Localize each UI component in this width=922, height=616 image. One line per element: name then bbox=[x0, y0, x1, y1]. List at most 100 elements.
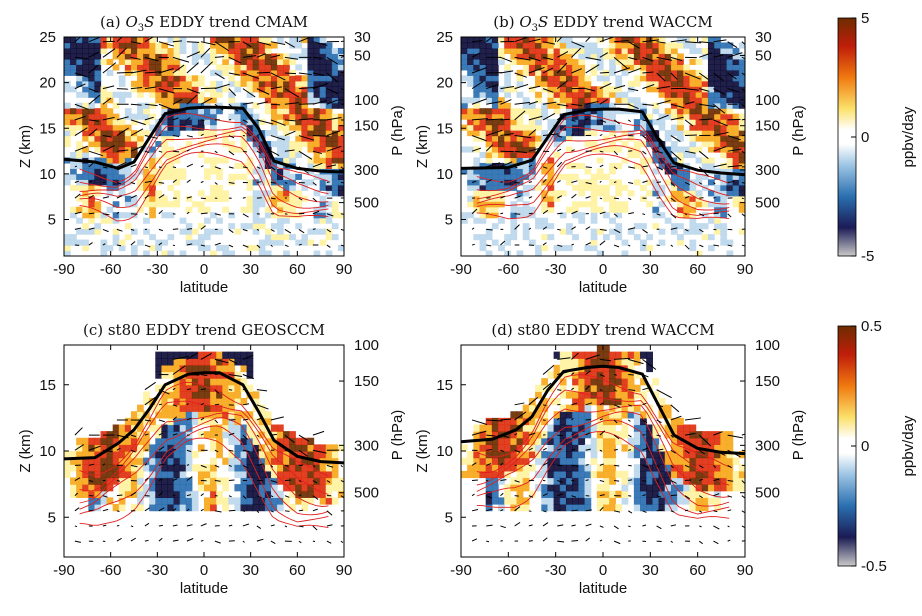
trend-cell bbox=[726, 102, 734, 109]
trend-cell bbox=[572, 477, 579, 485]
trend-cell bbox=[504, 184, 511, 191]
trend-cell bbox=[732, 484, 740, 492]
trend-cell bbox=[167, 97, 175, 104]
flux-arrow bbox=[298, 118, 314, 121]
flux-arrow bbox=[74, 540, 82, 543]
flux-arrow bbox=[557, 389, 562, 391]
x-tick-label: 90 bbox=[336, 562, 353, 579]
trend-cell bbox=[197, 91, 205, 98]
trend-cell bbox=[738, 53, 745, 60]
trend-cell bbox=[578, 451, 586, 459]
x-tick-label: 30 bbox=[242, 261, 259, 278]
trend-cell bbox=[64, 124, 71, 131]
flux-arrow bbox=[284, 88, 300, 98]
trend-cell bbox=[319, 47, 327, 55]
trend-cell bbox=[173, 64, 181, 71]
trend-cell bbox=[143, 42, 150, 49]
trend-cell bbox=[179, 444, 187, 452]
trend-cell bbox=[106, 179, 114, 186]
trend-cell bbox=[572, 490, 579, 498]
trend-cell bbox=[701, 102, 709, 109]
flux-arrow bbox=[684, 432, 696, 436]
y-tick-label: 10 bbox=[39, 166, 56, 183]
trend-cell bbox=[246, 457, 254, 465]
p-tick-label: 150 bbox=[354, 373, 379, 390]
flux-arrow bbox=[214, 449, 219, 453]
trend-cell bbox=[185, 484, 193, 492]
trend-cell bbox=[547, 168, 555, 175]
trend-cell bbox=[516, 58, 524, 65]
trend-cell bbox=[264, 417, 272, 426]
p-tick-label: 150 bbox=[755, 118, 780, 135]
trend-cell bbox=[590, 228, 598, 235]
y-tick-label: 10 bbox=[39, 443, 56, 460]
trend-cell bbox=[498, 168, 505, 175]
trend-cell bbox=[319, 64, 327, 71]
trend-cell bbox=[94, 108, 102, 115]
trend-cell bbox=[479, 162, 487, 169]
contour-line bbox=[79, 125, 329, 195]
trend-cell bbox=[510, 223, 518, 230]
flux-arrow bbox=[214, 389, 220, 394]
trend-cell bbox=[572, 91, 579, 98]
trend-cell bbox=[331, 97, 339, 104]
flux-arrow bbox=[642, 480, 647, 482]
trend-cell bbox=[689, 130, 697, 137]
trend-cell bbox=[658, 157, 666, 164]
trend-cell bbox=[578, 384, 586, 392]
trend-cell bbox=[467, 212, 474, 219]
trend-cell bbox=[726, 470, 734, 479]
trend-cell bbox=[240, 173, 248, 180]
flux-arrow bbox=[88, 509, 94, 512]
flux-arrow bbox=[514, 521, 521, 527]
trend-cell bbox=[664, 69, 672, 76]
trend-cell bbox=[615, 398, 623, 406]
trend-cell bbox=[325, 47, 333, 55]
trend-cell bbox=[621, 58, 629, 65]
trend-cell bbox=[88, 173, 96, 180]
trend-cell bbox=[603, 444, 610, 452]
trend-cell bbox=[331, 124, 339, 131]
x-tick-label: -30 bbox=[146, 261, 168, 278]
trend-cell bbox=[467, 37, 474, 44]
flux-arrow bbox=[200, 119, 205, 122]
trend-cell bbox=[179, 37, 187, 44]
trend-cell bbox=[473, 86, 481, 93]
trend-cell bbox=[498, 130, 505, 137]
trend-cell bbox=[82, 245, 89, 252]
trend-cell bbox=[479, 470, 487, 479]
flux-arrow bbox=[599, 374, 605, 377]
trend-cell bbox=[76, 173, 83, 180]
trend-cell bbox=[112, 151, 120, 159]
flux-arrow bbox=[741, 118, 745, 121]
trend-cell bbox=[516, 151, 524, 159]
trend-cell bbox=[664, 113, 672, 120]
trend-cell bbox=[325, 444, 333, 452]
trend-cell bbox=[578, 201, 586, 208]
trend-cell bbox=[173, 75, 181, 82]
trend-cell bbox=[522, 130, 530, 137]
trend-cell bbox=[191, 411, 199, 419]
trend-cell bbox=[615, 135, 623, 142]
trend-cell bbox=[714, 47, 721, 55]
trend-cell bbox=[714, 37, 721, 44]
trend-cell bbox=[720, 119, 728, 126]
trend-cell bbox=[258, 223, 266, 230]
trend-cell bbox=[683, 102, 691, 109]
trend-cell bbox=[313, 141, 321, 148]
trend-cell bbox=[319, 451, 327, 459]
flux-arrow bbox=[542, 493, 548, 497]
trend-cell bbox=[264, 228, 272, 235]
trend-cell bbox=[325, 228, 333, 235]
trend-cell bbox=[590, 364, 598, 373]
trend-cell bbox=[565, 179, 573, 186]
trend-cell bbox=[658, 190, 666, 197]
trend-cell bbox=[467, 108, 474, 115]
trend-cell bbox=[516, 497, 524, 505]
trend-cell bbox=[228, 424, 236, 432]
trend-cell bbox=[149, 206, 156, 213]
trend-cell bbox=[130, 444, 138, 452]
trend-cell bbox=[652, 86, 660, 93]
flux-arrow bbox=[571, 524, 576, 527]
flux-arrow bbox=[486, 179, 492, 183]
